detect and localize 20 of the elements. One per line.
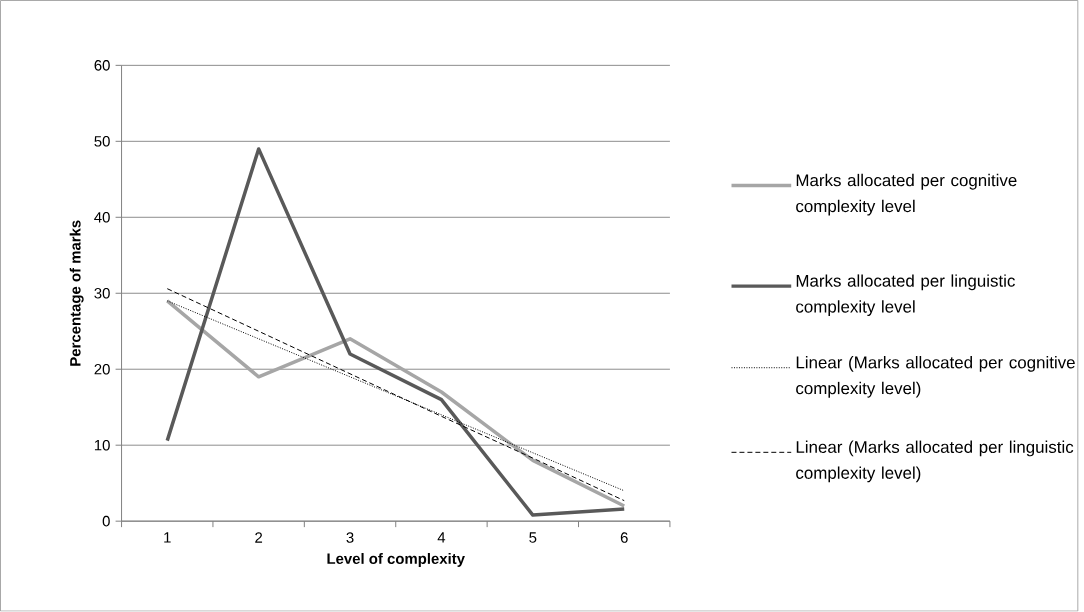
- x-axis-title: Level of complexity: [327, 553, 465, 568]
- y-tick-label: 10: [94, 440, 110, 451]
- x-tick-label: 4: [437, 532, 446, 543]
- x-tick-label: 5: [529, 532, 537, 543]
- legend-label: Marks allocated per cognitive complexity level: [796, 174, 1017, 216]
- y-tick-label: 60: [94, 60, 110, 71]
- line-series: [165, 147, 626, 518]
- legend-label: Linear (Marks allocated per linguistic complexity level): [796, 440, 1074, 483]
- legend-label: Marks allocated per linguistic complexity level: [796, 274, 1015, 317]
- x-tick-label: 3: [346, 532, 354, 544]
- y-tick-label: 20: [94, 364, 110, 375]
- y-axis-title: Percentage of marks: [69, 220, 84, 366]
- x-tick-label: 6: [620, 532, 628, 544]
- y-tick-label: 0: [102, 516, 110, 527]
- x-tick-label: 1: [164, 532, 171, 543]
- y-tick-label: 50: [94, 136, 110, 147]
- y-tick-label: 40: [94, 212, 110, 223]
- x-tick-label: 2: [255, 532, 263, 543]
- y-tick-label: 30: [94, 288, 110, 299]
- legend-label: Linear (Marks allocated per cognitive complexity level): [796, 356, 1075, 398]
